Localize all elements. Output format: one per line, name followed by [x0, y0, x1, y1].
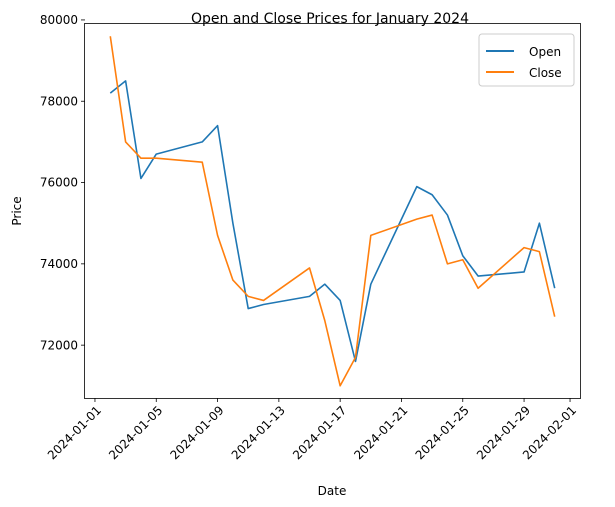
y-tick-label: 78000 — [40, 94, 78, 108]
plot-frame — [84, 23, 581, 399]
x-tick-label: 2024-01-09 — [167, 403, 226, 462]
plot-area — [109, 36, 556, 387]
y-tick-label: 76000 — [40, 176, 78, 190]
x-tick-label: 2024-01-25 — [413, 403, 472, 462]
legend-label-close: Close — [529, 66, 562, 80]
y-tick-label: 74000 — [40, 257, 78, 271]
x-tick-label: 2024-01-17 — [290, 403, 349, 462]
x-tick-label: 2024-01-01 — [45, 403, 104, 462]
x-axis-label: Date — [318, 484, 347, 498]
legend-label-open: Open — [529, 45, 561, 59]
y-tick-label: 72000 — [40, 338, 78, 352]
legend: Open Close — [478, 33, 575, 87]
x-tick-label: 2024-01-13 — [229, 403, 288, 462]
x-tick-label: 2024-01-21 — [351, 403, 410, 462]
y-tick-label: 80000 — [40, 13, 78, 27]
series-line-close — [109, 36, 556, 387]
x-tick-label: 2024-01-05 — [106, 403, 165, 462]
x-axis: 2024-01-01 2024-01-05 2024-01-09 2024-01-13… — [45, 398, 579, 462]
series-line-open — [109, 80, 556, 363]
y-axis: 72000 74000 76000 78000 80000 — [40, 13, 85, 352]
chart-title: Open and Close Prices for January 2024 — [191, 11, 469, 27]
y-axis-label: Price — [10, 196, 24, 225]
